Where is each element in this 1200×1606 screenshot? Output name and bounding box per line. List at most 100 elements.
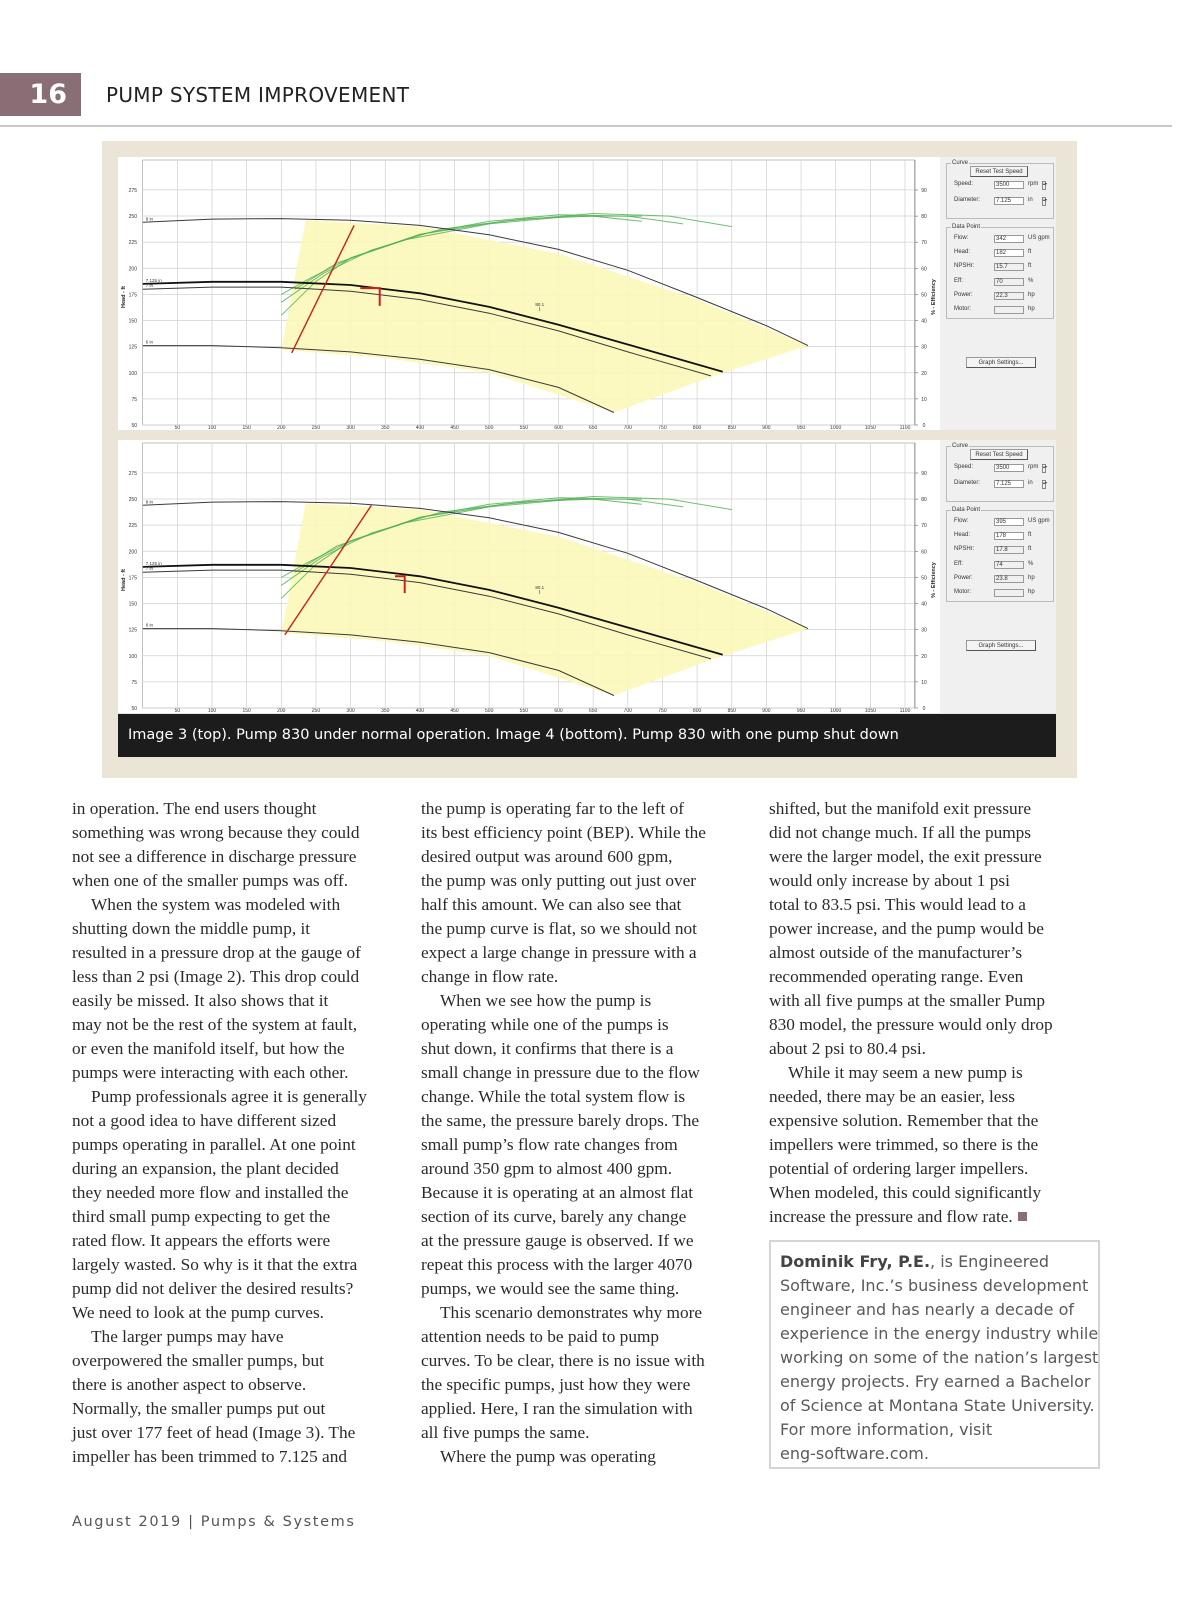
x-tick-label: 100 xyxy=(208,425,217,430)
field-input[interactable]: 3500 xyxy=(994,464,1024,472)
x-tick-label: 1100 xyxy=(900,708,911,713)
impeller-curve xyxy=(142,563,723,656)
x-tick-label: 400 xyxy=(416,425,425,430)
article-line: about 2 psi to 80.4 psi. xyxy=(769,1039,926,1058)
article-line: When modeled, this could significantly xyxy=(769,1183,1042,1202)
bio-line: experience in the energy industry while xyxy=(780,1324,1099,1343)
y2-tick-label: 70 xyxy=(921,523,927,529)
footer: August 2019 | Pumps & Systems xyxy=(72,1514,355,1530)
x-tick-label: 1050 xyxy=(865,425,876,430)
x-tick-label: 500 xyxy=(485,708,494,713)
y2-tick-label: 90 xyxy=(921,188,927,194)
field-row: Head: 182 ft xyxy=(954,249,1054,258)
x-tick-label: 750 xyxy=(658,708,667,713)
spinner-icon[interactable]: ▴▾ xyxy=(1042,464,1047,473)
y-tick-label: 100 xyxy=(129,654,138,660)
field-label: Eff: xyxy=(954,560,963,567)
article-line: the same, the pressure barely drops. The xyxy=(421,1111,700,1130)
article-line: less than 2 psi (Image 2). This drop cou… xyxy=(72,967,360,986)
y2-tick-label: 60 xyxy=(921,266,927,272)
x-tick-label: 350 xyxy=(381,425,390,430)
article-line: around 350 gpm to almost 400 gpm. xyxy=(421,1159,673,1178)
operating-point-marker xyxy=(395,575,406,594)
field-input[interactable]: 342 xyxy=(994,235,1024,243)
y-tick-label: 225 xyxy=(129,523,138,529)
field-row: Motor: hp xyxy=(954,306,1054,315)
y2-tick-label: 10 xyxy=(921,680,927,686)
y-tick-label: 125 xyxy=(129,345,138,351)
data-point-group: Data Point xyxy=(946,507,1054,602)
x-tick-label: 300 xyxy=(346,708,355,713)
graph-settings-button[interactable]: Graph Settings... xyxy=(966,357,1036,368)
system-curve xyxy=(284,504,372,636)
article-line: increase the pressure and flow rate. xyxy=(769,1205,1114,1229)
article-line: potential of ordering larger impellers. xyxy=(769,1159,1029,1178)
bio-text: , is Engineered xyxy=(930,1252,1049,1271)
field-unit: US gpm xyxy=(1028,235,1050,241)
field-input[interactable]: 7.125 xyxy=(994,480,1024,488)
article-line: not see a difference in discharge pressu… xyxy=(72,847,357,866)
curve-label: 7.125 in xyxy=(146,561,163,566)
graph-settings-button[interactable]: Graph Settings... xyxy=(966,640,1036,651)
field-input[interactable]: 395 xyxy=(994,518,1024,526)
x-tick-label: 900 xyxy=(762,708,771,713)
bio-line: Software, Inc.’s business development xyxy=(780,1276,1089,1295)
article-line: resulted in a pressure drop at the gauge… xyxy=(72,943,361,962)
field-unit: % xyxy=(1028,277,1034,284)
field-row: Flow: 342 US gpm xyxy=(954,235,1054,244)
article-line: curves. To be clear, there is no issue w… xyxy=(421,1351,705,1370)
impeller-curve xyxy=(142,345,615,413)
y-tick-label: 175 xyxy=(129,292,138,298)
article-line: Where the pump was operating xyxy=(440,1447,656,1466)
y2-tick-label: 0 xyxy=(923,706,926,712)
article-line: almost outside of the manufacturer’s xyxy=(769,943,1023,962)
article-line: The larger pumps may have xyxy=(91,1327,284,1346)
field-label: Diameter: xyxy=(954,197,981,203)
header-divider xyxy=(0,125,1172,127)
impeller-curve xyxy=(142,280,723,373)
reset-test-speed-button[interactable]: Reset Test Speed xyxy=(970,166,1028,177)
article-line: operating while one of the pumps is xyxy=(421,1015,669,1034)
impeller-curve xyxy=(142,569,712,660)
field-input[interactable]: 7.125 xyxy=(994,197,1024,205)
x-tick-label: 950 xyxy=(797,708,806,713)
field-row: Flow: 395 US gpm xyxy=(954,518,1054,527)
x-tick-label: 300 xyxy=(346,425,355,430)
x-tick-label: 750 xyxy=(658,425,667,430)
spinner-icon[interactable]: ▴▾ xyxy=(1042,480,1047,489)
efficiency-curve xyxy=(294,498,642,573)
curve-settings-panel: Curve Reset Test Speed Speed: 3500 rpm ▴▾ Diam… xyxy=(940,157,1056,430)
field-input[interactable]: 178 xyxy=(994,532,1024,541)
reset-test-speed-button[interactable]: Reset Test Speed xyxy=(970,449,1028,460)
x-tick-label: 700 xyxy=(624,425,633,430)
article-line: the specific pumps, just how they were xyxy=(421,1375,691,1394)
field-unit: in xyxy=(1028,197,1033,203)
y2-tick-label: 10 xyxy=(921,397,927,403)
spinner-icon[interactable]: ▴▾ xyxy=(1042,181,1047,190)
article-line: shifted, but the manifold exit pressure xyxy=(769,799,1032,818)
x-tick-label: 150 xyxy=(242,425,251,430)
article-line: not a good idea to have different sized xyxy=(72,1111,337,1130)
article-line: shut down, it confirms that there is a xyxy=(421,1039,674,1058)
x-tick-label: 200 xyxy=(277,425,286,430)
field-label: Power: xyxy=(954,291,973,298)
field-input[interactable]: 182 xyxy=(994,249,1024,258)
article-line: applied. Here, I ran the simulation with xyxy=(421,1399,693,1418)
curve-label: 6 in xyxy=(146,340,154,345)
article-line: were the larger model, the exit pressure xyxy=(769,847,1042,866)
pump-curve-chart-bottom: 50 100 150 200 250 300 350 400 450 500 550 600 650 70… xyxy=(118,440,1056,713)
x-tick-label: 1000 xyxy=(830,425,841,430)
field-input[interactable]: 3500 xyxy=(994,181,1024,189)
section-title: PUMP SYSTEM IMPROVEMENT xyxy=(106,83,410,107)
y-tick-label: 150 xyxy=(129,319,138,325)
field-row: Eff: 74% xyxy=(954,560,1054,570)
group-label: Data Point xyxy=(951,507,982,513)
bep-label: 80.1 xyxy=(535,585,544,590)
spinner-icon[interactable]: ▴▾ xyxy=(1042,197,1047,206)
x-tick-label: 550 xyxy=(520,708,529,713)
y-tick-label: 275 xyxy=(129,471,138,477)
x-tick-label: 250 xyxy=(312,708,321,713)
impeller-curve xyxy=(142,218,809,347)
field-label: Eff: xyxy=(954,277,963,284)
article-line: may not be the rest of the system at fau… xyxy=(72,1015,358,1034)
